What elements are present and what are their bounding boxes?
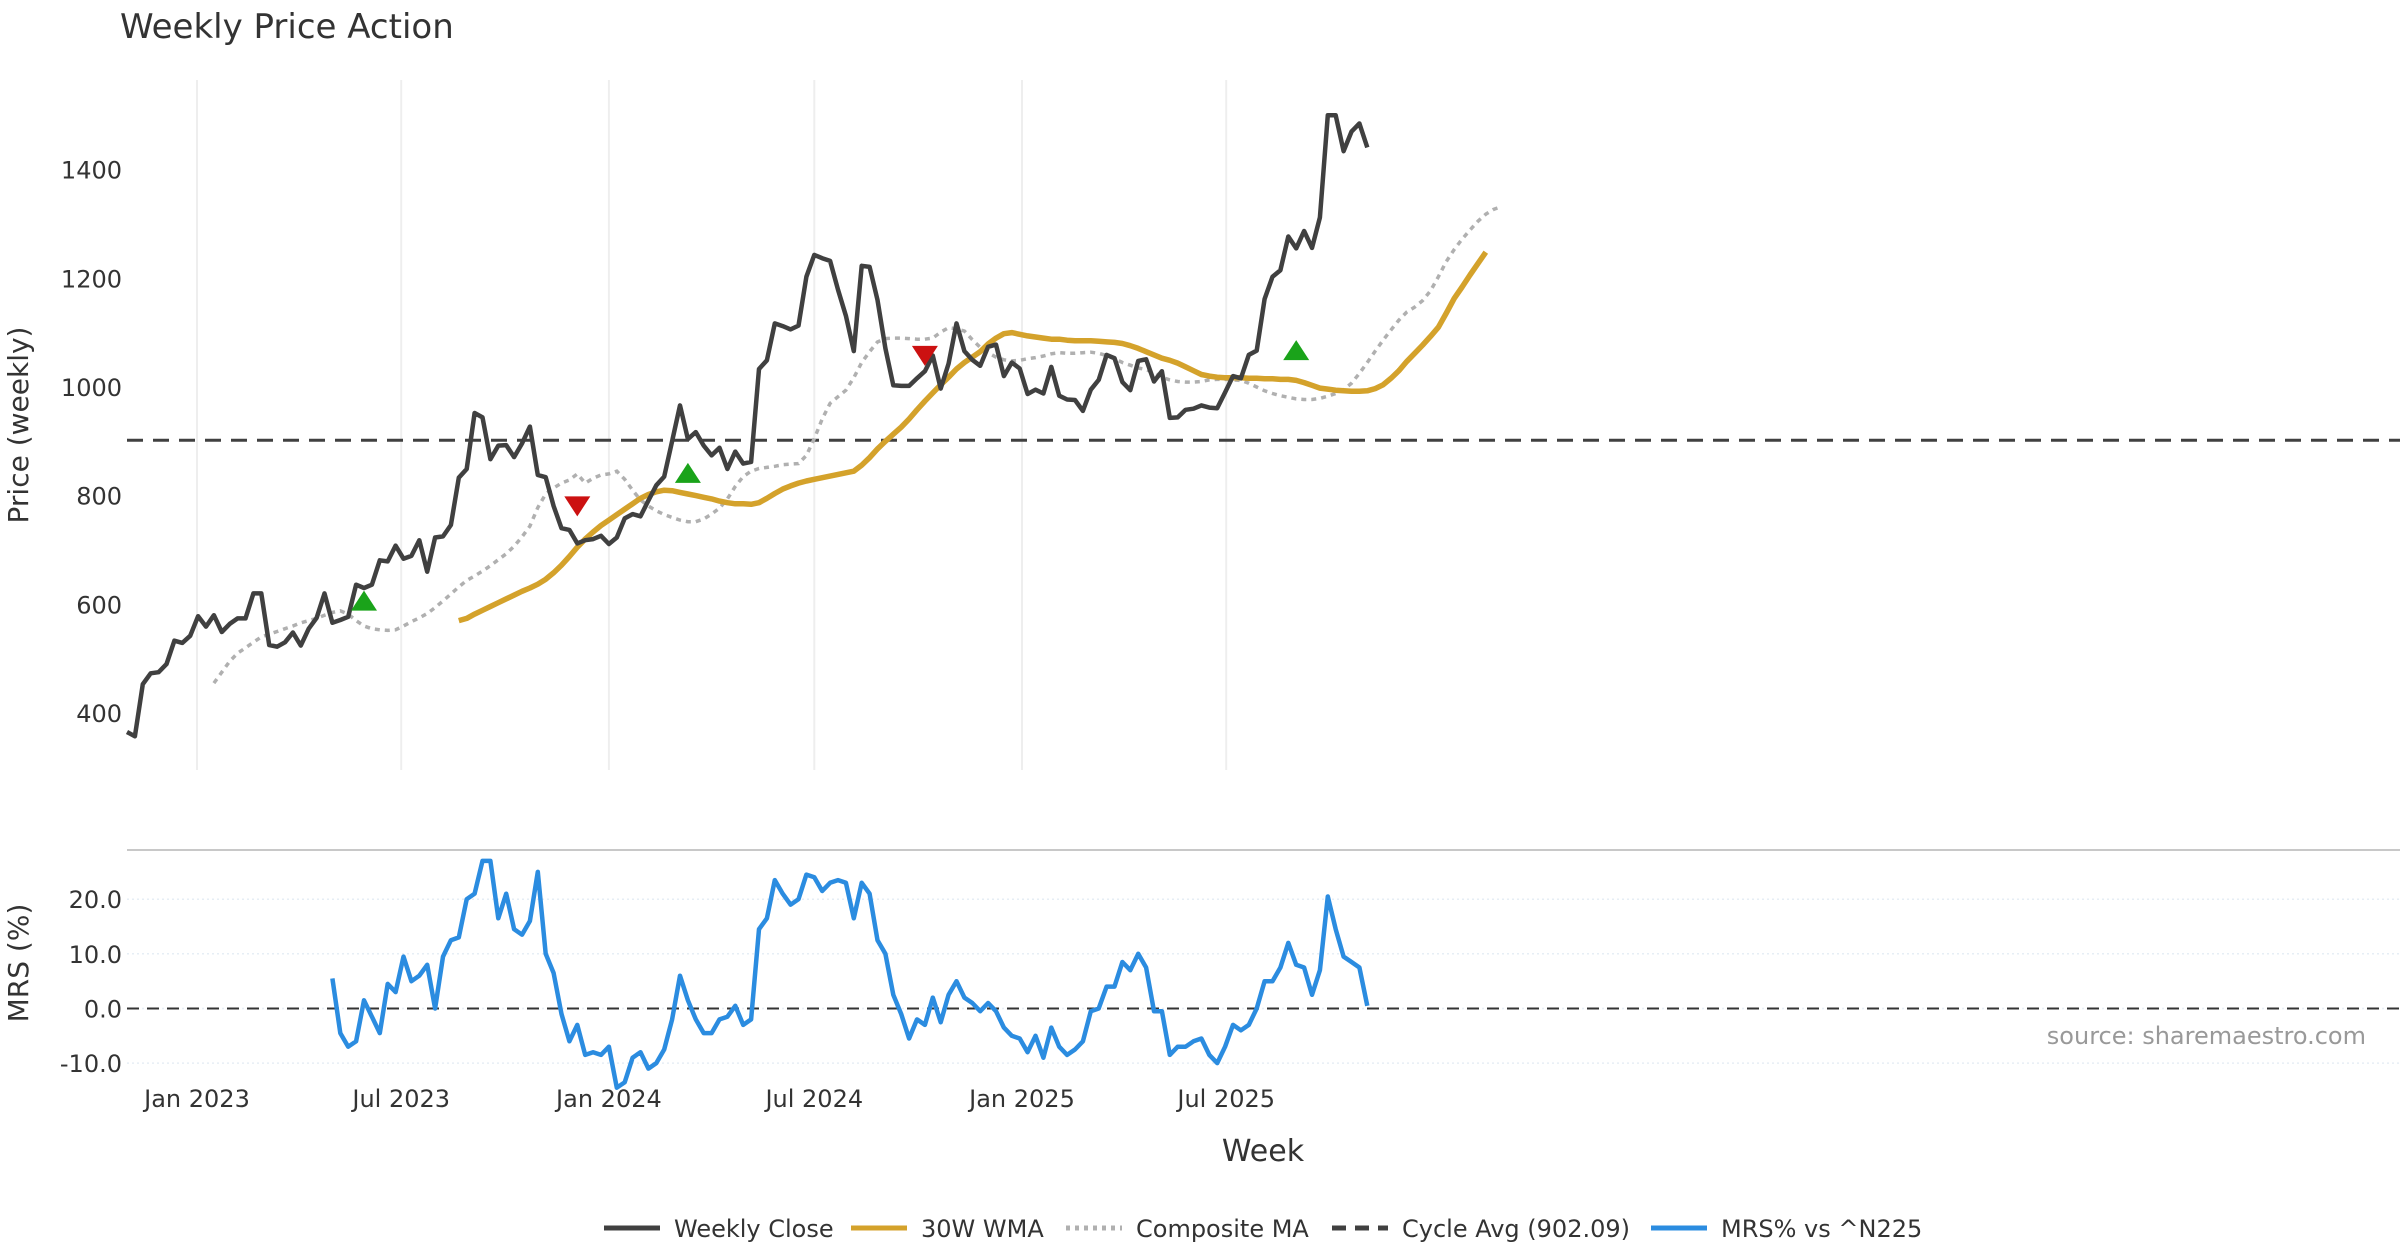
mrs-series [127, 861, 2400, 1088]
mrs-y-ticks: -10.0 0.0 10.0 20.0 [60, 886, 122, 1078]
mrs-y-tick-label: -10.0 [60, 1050, 122, 1078]
legend-label: MRS% vs ^N225 [1721, 1215, 1922, 1243]
price-grid [197, 80, 1226, 770]
mrs-y-tick-label: 20.0 [69, 886, 122, 914]
mrs-y-tick-label: 10.0 [69, 941, 122, 969]
legend-label: Composite MA [1136, 1215, 1309, 1243]
price-y-label: Price (weekly) [2, 327, 35, 524]
mrs-line [332, 861, 1367, 1088]
price-y-tick-label: 1400 [61, 157, 122, 185]
price-y-tick-label: 800 [76, 483, 122, 511]
buy-signal-marker [675, 463, 701, 483]
x-ticks: Jan 2023 Jul 2023 Jan 2024 Jul 2024 Jan 2025… [142, 1085, 1275, 1113]
price-series [127, 115, 2400, 736]
mrs-panel: -10.0 0.0 10.0 20.0 MRS (%) source: sharema… [2, 861, 2400, 1088]
chart-title: Weekly Price Action [120, 7, 454, 47]
buy-signal-marker [1283, 340, 1309, 360]
chart: Weekly Price Action 400 600 800 1000 1200 140… [0, 0, 2400, 1260]
legend-label: Cycle Avg (902.09) [1402, 1215, 1630, 1243]
price-panel: 400 600 800 1000 1200 1400 Price (weekly) [2, 80, 2400, 770]
price-y-tick-label: 1000 [61, 374, 122, 402]
legend-label: Weekly Close [674, 1215, 834, 1243]
mrs-y-tick-label: 0.0 [84, 996, 122, 1024]
composite-ma-line [214, 207, 1502, 683]
x-tick-label: Jul 2024 [763, 1085, 863, 1113]
sell-signal-marker [564, 496, 590, 516]
x-tick-label: Jan 2025 [967, 1085, 1075, 1113]
x-tick-label: Jul 2025 [1175, 1085, 1275, 1113]
price-y-tick-label: 600 [76, 591, 122, 619]
source-note: source: sharemaestro.com [2047, 1022, 2366, 1050]
mrs-y-label: MRS (%) [2, 904, 35, 1023]
price-y-tick-label: 1200 [61, 265, 122, 293]
price-y-tick-label: 400 [76, 700, 122, 728]
x-tick-label: Jan 2024 [554, 1085, 662, 1113]
legend: Weekly Close 30W WMA Composite MA Cycle Avg… [604, 1215, 1922, 1243]
wma-line [459, 252, 1486, 620]
weekly-close-line [127, 115, 1367, 736]
x-tick-label: Jul 2023 [350, 1085, 450, 1113]
x-axis-label: Week [1222, 1134, 1305, 1169]
x-tick-label: Jan 2023 [142, 1085, 250, 1113]
legend-label: 30W WMA [921, 1215, 1044, 1243]
price-y-ticks: 400 600 800 1000 1200 1400 [61, 157, 122, 728]
